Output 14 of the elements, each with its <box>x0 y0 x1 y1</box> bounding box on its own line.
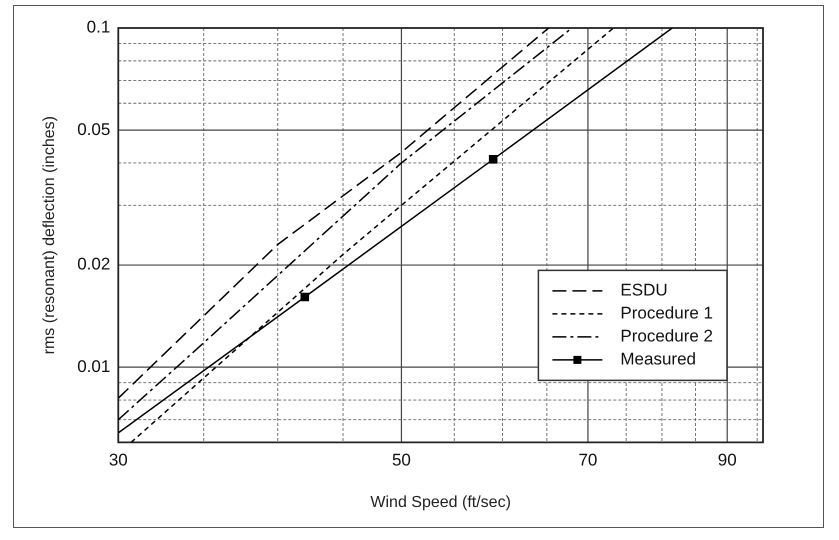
x-tick-label: 90 <box>718 450 737 470</box>
x-tick-label: 70 <box>578 450 598 470</box>
y-tick-label: 0.01 <box>77 356 110 376</box>
x-tick-label: 30 <box>108 450 128 470</box>
y-axis-title: rms (resonant) deflection (inches) <box>41 116 58 354</box>
legend-label: ESDU <box>620 280 668 300</box>
legend-label: Procedure 1 <box>620 304 714 323</box>
y-tick-label: 0.02 <box>77 254 110 274</box>
y-tick-label: 0.05 <box>77 120 110 139</box>
legend-label: Measured <box>620 350 696 369</box>
x-axis-title: Wind Speed (ft/sec) <box>370 494 511 511</box>
y-tick-label: 0.1 <box>86 18 110 37</box>
legend-label: Procedure 2 <box>620 326 714 346</box>
x-tick-label: 50 <box>392 450 411 470</box>
